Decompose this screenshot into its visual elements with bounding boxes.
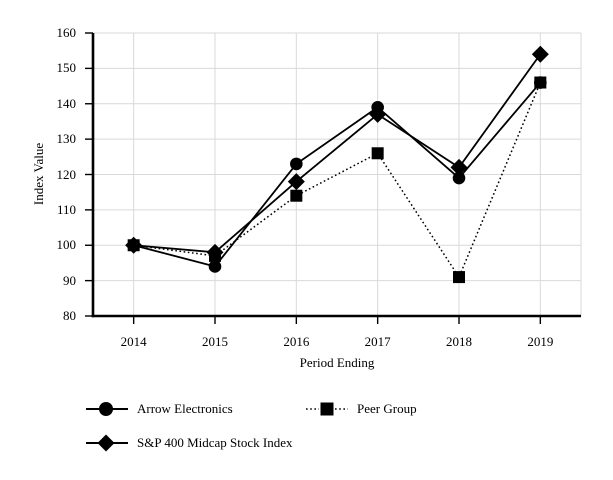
legend-label: Arrow Electronics	[137, 401, 233, 416]
y-axis-title: Index Value	[31, 142, 46, 206]
y-tick-label: 160	[56, 25, 77, 40]
diamond-marker-icon	[86, 434, 128, 452]
y-tick-label: 120	[56, 166, 77, 182]
x-tick-label: 2018	[446, 334, 472, 349]
legend-label: S&P 400 Midcap Stock Index	[137, 435, 293, 450]
y-tick-label: 110	[56, 201, 76, 217]
legend-item-arrow-electronics: Arrow Electronics	[86, 400, 233, 418]
x-axis-title: Period Ending	[299, 355, 375, 370]
y-tick-label: 150	[56, 60, 77, 76]
x-tick-label: 2015	[202, 334, 228, 349]
x-tick-label: 2014	[120, 334, 147, 349]
legend-item-peer-group: Peer Group	[306, 400, 417, 418]
y-tick-label: 80	[63, 308, 76, 323]
circle-marker-icon	[86, 402, 128, 416]
x-tick-label: 2017	[364, 334, 391, 349]
square-marker-icon	[306, 402, 348, 416]
y-tick-label: 140	[56, 95, 77, 111]
legend-item-sp400-midcap: S&P 400 Midcap Stock Index	[86, 434, 293, 452]
x-tick-label: 2016	[283, 334, 310, 349]
x-tick-label: 2019	[527, 334, 554, 349]
y-tick-label: 90	[63, 272, 76, 288]
y-tick-label: 100	[56, 237, 77, 253]
legend-label: Peer Group	[357, 401, 417, 416]
y-tick-label: 130	[56, 131, 77, 147]
